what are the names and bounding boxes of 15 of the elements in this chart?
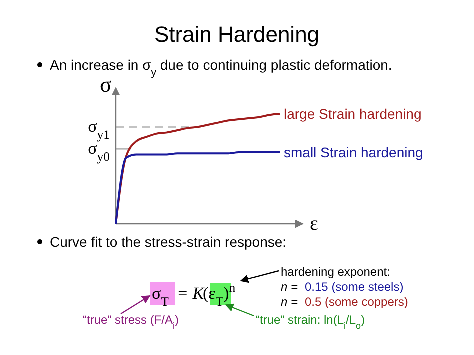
text: “true” stress (F/A$_{i}$) [83, 313, 180, 331]
ref-line-label: σ$_{y1}$ [88, 117, 110, 142]
text: Curve fit to the stress-strain response: [50, 234, 287, 250]
series-label: small Strain hardening [284, 144, 424, 160]
text: hardening exponent: [281, 265, 390, 279]
chart-title: Strain Hardening [154, 22, 320, 47]
text: 0.15 (some steels) [305, 280, 404, 294]
x-axis-title: ε [310, 213, 318, 235]
text: 0.5 (some coppers) [305, 295, 408, 309]
text: = K [177, 284, 206, 303]
text: n = [281, 280, 298, 294]
text: n = [281, 295, 298, 309]
series-label: large Strain hardening [284, 106, 422, 122]
text: σ$_{T}$ [152, 284, 170, 309]
text: “true” strain: ln(L$_{i}$/L$_{o}$) [256, 313, 366, 331]
